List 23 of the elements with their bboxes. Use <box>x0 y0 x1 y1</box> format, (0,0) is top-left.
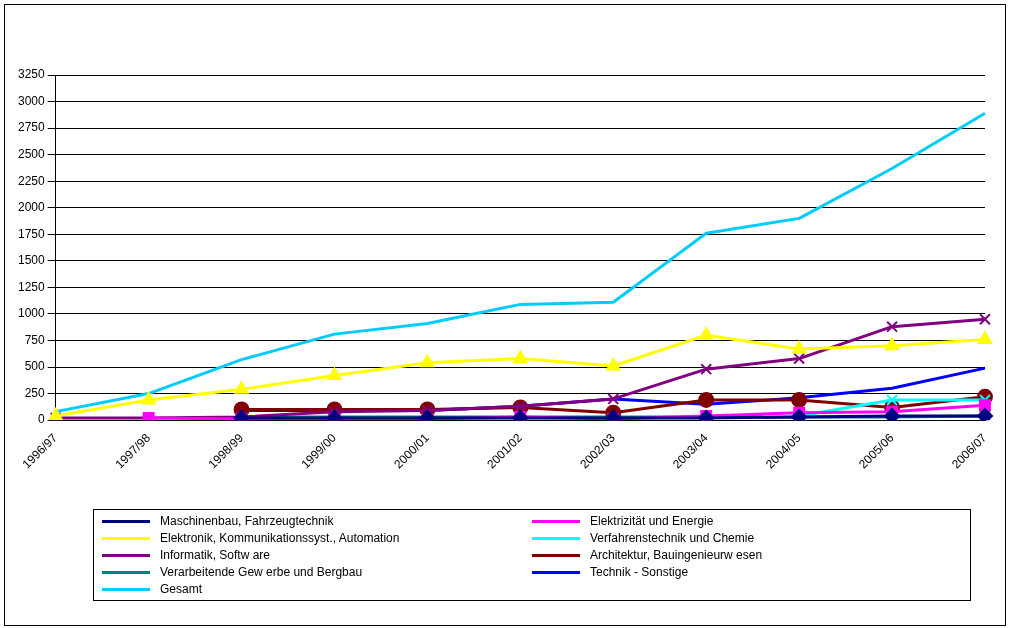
y-tick-label: 0 <box>38 412 46 427</box>
y-tick-label: 3250 <box>17 67 46 82</box>
y-tick-label: 750 <box>24 332 46 347</box>
y-tick-label: 1500 <box>17 253 46 268</box>
legend-label: Verarbeitende Gew erbe und Bergbau <box>160 565 363 579</box>
legend-label: Gesamt <box>160 582 203 596</box>
legend-label: Verfahrenstechnik und Chemie <box>590 531 755 545</box>
legend-label: Elektronik, Kommunikationssyst., Automation <box>160 531 400 545</box>
y-tick-label: 1250 <box>17 279 46 294</box>
y-tick-label: 2250 <box>17 173 46 188</box>
y-tick-label: 2750 <box>17 120 46 135</box>
y-tick-label: 3000 <box>17 93 46 108</box>
legend-label: Elektrizität und Energie <box>590 514 714 528</box>
y-tick-label: 1750 <box>17 226 46 241</box>
legend-label: Architektur, Bauingenieurw esen <box>590 548 763 562</box>
legend-label: Informatik, Softw are <box>160 548 271 562</box>
legend-label: Maschinenbau, Fahrzeugtechnik <box>160 514 334 528</box>
y-tick-label: 1000 <box>17 306 46 321</box>
y-tick-label: 500 <box>24 359 46 374</box>
legend-label: Technik - Sonstige <box>590 565 689 579</box>
y-tick-label: 2000 <box>17 200 46 215</box>
y-tick-label: 250 <box>24 385 46 400</box>
y-tick-label: 2500 <box>17 146 46 161</box>
